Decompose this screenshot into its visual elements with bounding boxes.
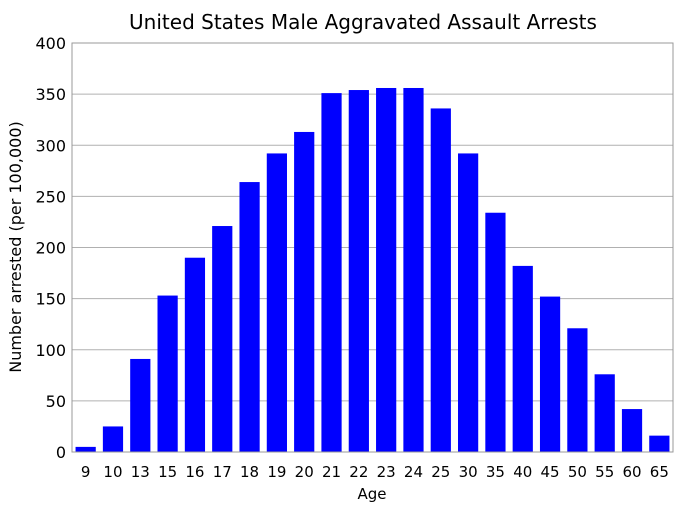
bar-age-19 [266, 153, 287, 452]
bar-age-22 [348, 90, 369, 452]
x-tick-label: 30 [459, 463, 478, 481]
x-tick-label: 17 [213, 463, 232, 481]
x-tick-label: 35 [486, 463, 505, 481]
x-axis-label: Age [357, 485, 386, 503]
y-tick-label: 400 [35, 34, 66, 53]
x-tick-label: 45 [541, 463, 560, 481]
bar-age-65 [649, 435, 670, 452]
x-tick-label: 13 [131, 463, 150, 481]
chart-title: United States Male Aggravated Assault Ar… [129, 10, 597, 34]
y-tick-label: 150 [35, 290, 66, 309]
bar-age-23 [376, 87, 397, 453]
bar-age-13 [130, 358, 151, 452]
bar-age-21 [321, 93, 342, 452]
x-tick-label: 15 [158, 463, 177, 481]
x-tick-label: 18 [240, 463, 259, 481]
x-tick-label: 9 [81, 463, 91, 481]
bar-age-16 [184, 257, 206, 452]
x-tick-label: 24 [404, 463, 423, 481]
x-tick-label: 25 [431, 463, 450, 481]
x-tick-label: 22 [349, 463, 368, 481]
bar-age-24 [403, 87, 424, 453]
bar-age-25 [430, 108, 451, 452]
x-tick-label: 21 [322, 463, 341, 481]
y-axis-label: Number arrested (per 100,000) [6, 121, 25, 373]
x-tick-label: 40 [513, 463, 532, 481]
plot-frame [71, 42, 674, 453]
bar-age-17 [212, 226, 233, 452]
bar-age-20 [294, 131, 315, 452]
bar-age-60 [621, 409, 643, 452]
y-tick-label: 250 [35, 187, 66, 206]
bar-age-30 [458, 153, 479, 452]
bar-age-18 [239, 182, 260, 452]
bar-age-45 [539, 296, 561, 452]
y-tick-label: 350 [35, 85, 66, 104]
y-tick-label: 300 [35, 136, 66, 155]
y-tick-label: 100 [35, 341, 66, 360]
bar-age-35 [485, 212, 506, 452]
y-tick-label: 0 [56, 443, 66, 462]
x-tick-label: 10 [103, 463, 122, 481]
bar-age-9 [75, 446, 96, 452]
bar-age-40 [512, 265, 533, 452]
x-tick-label: 23 [377, 463, 396, 481]
x-tick-label: 60 [622, 463, 641, 481]
y-tick-label: 200 [35, 239, 66, 258]
x-tick-label: 65 [650, 463, 669, 481]
x-tick-label: 19 [267, 463, 286, 481]
x-tick-label: 55 [595, 463, 614, 481]
x-tick-label: 50 [568, 463, 587, 481]
x-tick-label: 16 [185, 463, 204, 481]
bar-age-10 [102, 426, 124, 452]
x-tick-label: 20 [295, 463, 314, 481]
bar-age-50 [567, 328, 588, 452]
bar-age-15 [157, 295, 178, 452]
bar-age-55 [594, 374, 615, 452]
y-tick-label: 50 [46, 392, 66, 411]
